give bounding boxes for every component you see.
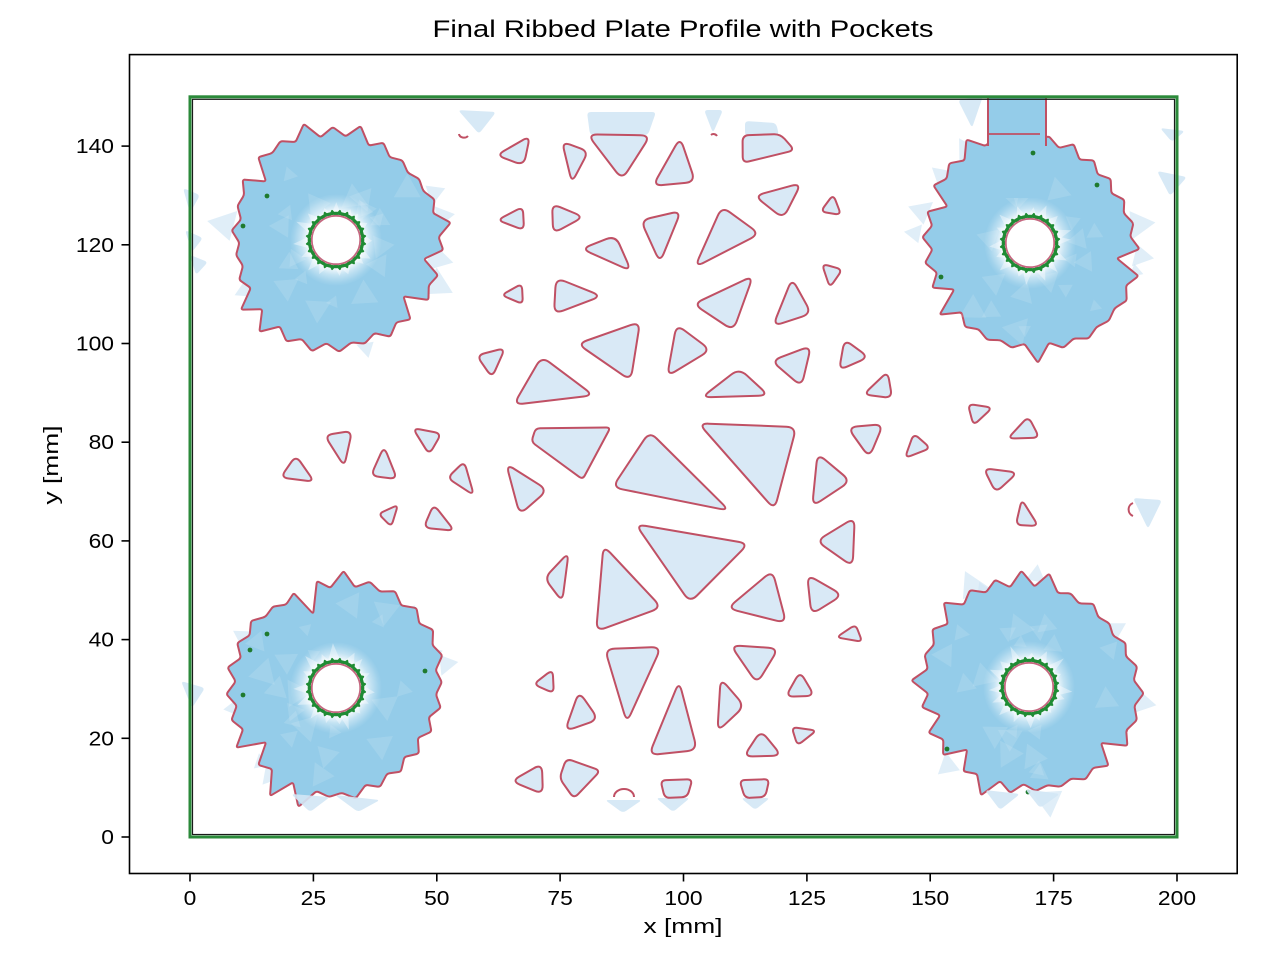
svg-text:120: 120 [76,235,114,257]
svg-text:x [mm]: x [mm] [644,916,723,938]
svg-text:y [mm]: y [mm] [41,426,63,505]
svg-text:20: 20 [89,728,114,750]
svg-text:140: 140 [76,136,114,158]
svg-text:0: 0 [101,827,114,849]
svg-text:60: 60 [89,531,114,553]
svg-text:0: 0 [184,888,197,910]
svg-text:Final Ribbed Plate Profile wit: Final Ribbed Plate Profile with Pockets [433,16,934,43]
svg-text:175: 175 [1035,888,1073,910]
svg-text:75: 75 [547,888,572,910]
svg-text:80: 80 [89,432,114,454]
svg-text:125: 125 [788,888,826,910]
svg-text:100: 100 [76,334,114,356]
svg-text:50: 50 [424,888,449,910]
svg-text:25: 25 [301,888,326,910]
svg-text:150: 150 [911,888,949,910]
svg-text:40: 40 [89,630,114,652]
svg-text:200: 200 [1158,888,1196,910]
svg-text:100: 100 [664,888,702,910]
